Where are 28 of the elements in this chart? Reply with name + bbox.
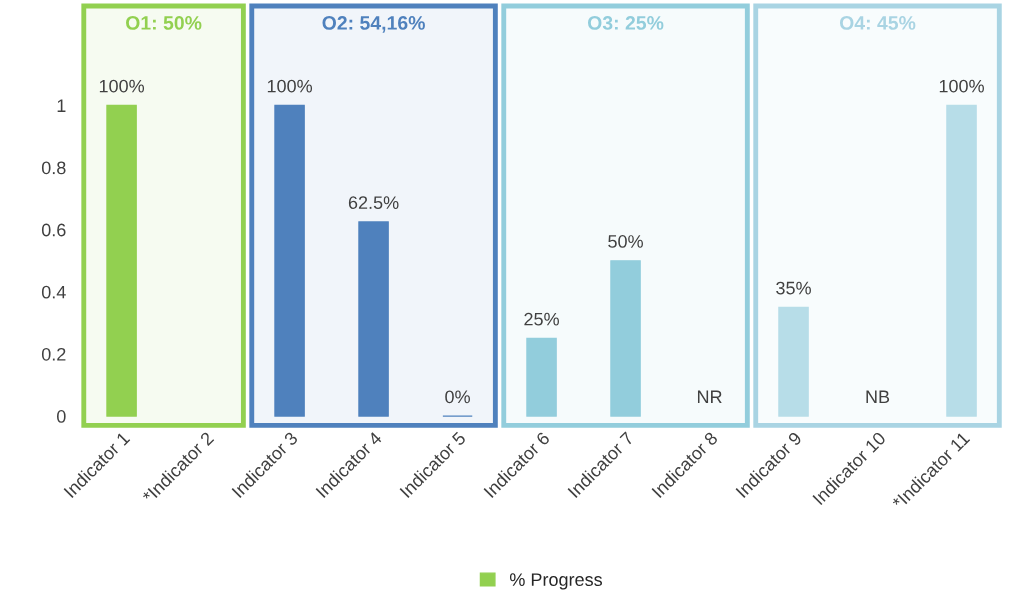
data-label: 25% [524,312,559,326]
y-tick-label: 0.4 [41,285,66,299]
y-tick-label: 0.6 [41,223,66,237]
band-label: O2: 54,16% [322,16,425,33]
legend-label: % Progress [509,573,603,590]
data-label: 100% [99,79,145,93]
data-label: 62.5% [348,196,399,210]
bar [106,104,137,417]
text: NR [697,390,722,404]
bar [946,104,977,417]
data-label: 0% [445,390,470,404]
band-label: O3: 25% [587,16,664,30]
data-label: 50% [608,235,643,248]
bar [358,221,389,417]
y-tick-label: 1 [57,99,66,112]
data-label: 100% [939,79,984,93]
y-tick-label: 0.8 [41,161,66,175]
y-tick-label: 0.2 [41,347,66,361]
text: NB [866,390,890,404]
y-tick-label: 0 [56,410,66,423]
bar [778,306,809,417]
bar [526,337,557,417]
data-label: 35% [776,281,811,295]
band-label: O4: 45% [839,16,916,30]
bar [610,260,641,417]
data-label: 100% [267,79,313,93]
bar [274,104,305,417]
band-label: O1: 50% [126,16,202,30]
